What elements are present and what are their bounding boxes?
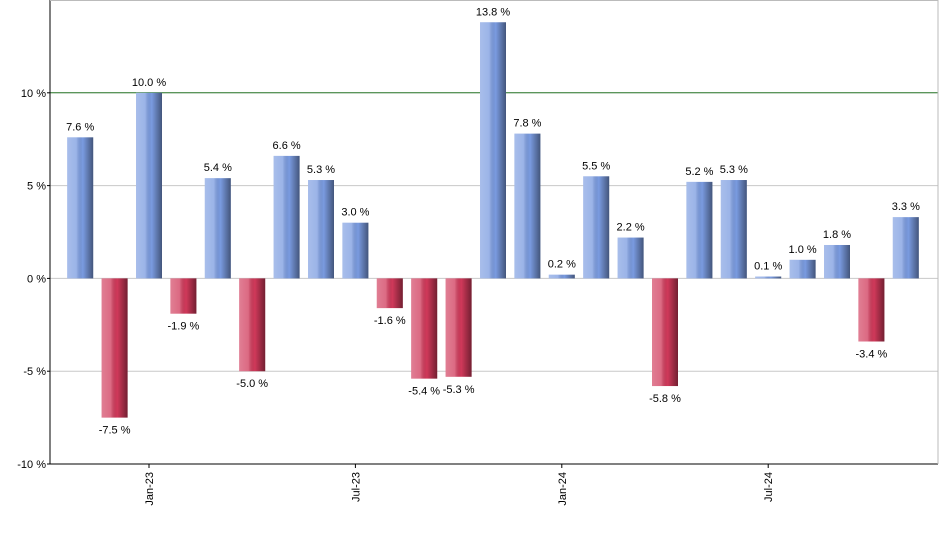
value-label: 5.3 % (720, 164, 748, 176)
y-tick-label: -10 % (17, 459, 46, 471)
x-tick-label: Jan-23 (144, 472, 156, 506)
value-label: -7.5 % (99, 425, 131, 437)
value-label: -5.4 % (408, 386, 440, 398)
bar-shade (411, 278, 438, 379)
bar-shade (101, 278, 128, 418)
x-tick-label: Jan-24 (557, 472, 569, 506)
value-label: 5.4 % (204, 162, 232, 174)
value-label: -5.8 % (649, 393, 681, 405)
bar-shade (548, 274, 575, 279)
bar-shade (514, 133, 541, 279)
value-label: 1.0 % (789, 244, 817, 256)
value-label: 0.1 % (754, 261, 782, 273)
value-label: 6.6 % (273, 140, 301, 152)
bar-shade (789, 259, 816, 279)
value-label: 7.6 % (66, 121, 94, 133)
value-label: 10.0 % (132, 77, 166, 89)
value-label: 2.2 % (617, 222, 645, 234)
bar-shade (755, 276, 782, 279)
bar-shade (170, 278, 197, 314)
bar-shade (617, 237, 644, 279)
value-label: 3.3 % (892, 201, 920, 213)
x-tick-label: Jul-24 (763, 472, 775, 502)
bar-shade (858, 278, 885, 342)
value-label: 5.5 % (582, 160, 610, 172)
y-tick-label: 5 % (27, 181, 46, 193)
value-label: -1.9 % (168, 321, 200, 333)
bar-shade (892, 217, 919, 279)
value-label: 1.8 % (823, 229, 851, 241)
bar-shade (686, 181, 713, 279)
value-label: 7.8 % (513, 118, 541, 130)
value-label: 5.3 % (307, 164, 335, 176)
bar-shade (204, 178, 231, 279)
bar-shade (342, 222, 369, 279)
value-label: -5.0 % (236, 378, 268, 390)
value-label: -1.6 % (374, 315, 406, 327)
bar-shade (308, 180, 334, 279)
value-label: -3.4 % (856, 349, 888, 361)
bar-shade (652, 278, 678, 387)
y-tick-label: 0 % (27, 273, 46, 285)
bar-shade (720, 180, 747, 279)
bar-shade (67, 137, 94, 279)
value-label: 5.2 % (685, 166, 713, 178)
y-tick-label: -5 % (23, 366, 46, 378)
bar-shade (376, 278, 403, 309)
value-label: 3.0 % (341, 207, 369, 219)
bar-shade (273, 155, 300, 279)
bar-shade (445, 278, 472, 377)
x-tick-label: Jul-23 (350, 472, 362, 502)
bar-shade (480, 22, 506, 279)
value-label: 0.2 % (548, 259, 576, 271)
value-label: 13.8 % (476, 6, 510, 18)
y-tick-label: 10 % (21, 88, 46, 100)
bar-shade (136, 92, 162, 279)
value-label: -5.3 % (443, 384, 475, 396)
bar-shade (824, 244, 850, 279)
bar-shade (239, 278, 266, 372)
bar-shade (583, 176, 610, 279)
